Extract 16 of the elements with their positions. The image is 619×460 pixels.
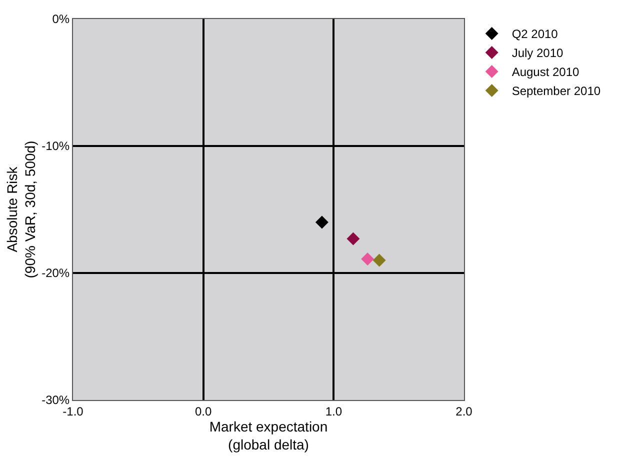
- x-tick-label: 0.0: [194, 404, 212, 418]
- point: [315, 216, 328, 229]
- point: [372, 254, 386, 267]
- y-tick-label: -20%: [42, 266, 70, 280]
- x-tick-label: 1.0: [325, 404, 342, 418]
- x-axis-title: Market expectation (global delta): [209, 418, 328, 453]
- legend-label: August 2010: [512, 65, 580, 80]
- legend-label: July 2010: [512, 46, 564, 60]
- y-tick-label: -10%: [42, 139, 70, 154]
- x-tick-label: 2.0: [456, 404, 473, 418]
- point: [361, 252, 374, 266]
- legend-label: September 2010: [512, 84, 601, 98]
- legend-label: Q2 2010: [512, 27, 558, 42]
- y-axis-title: Absolute Risk (90% VaR, 30d, 500d): [4, 140, 38, 278]
- point: [346, 232, 360, 246]
- y-tick-label: 0%: [52, 12, 70, 26]
